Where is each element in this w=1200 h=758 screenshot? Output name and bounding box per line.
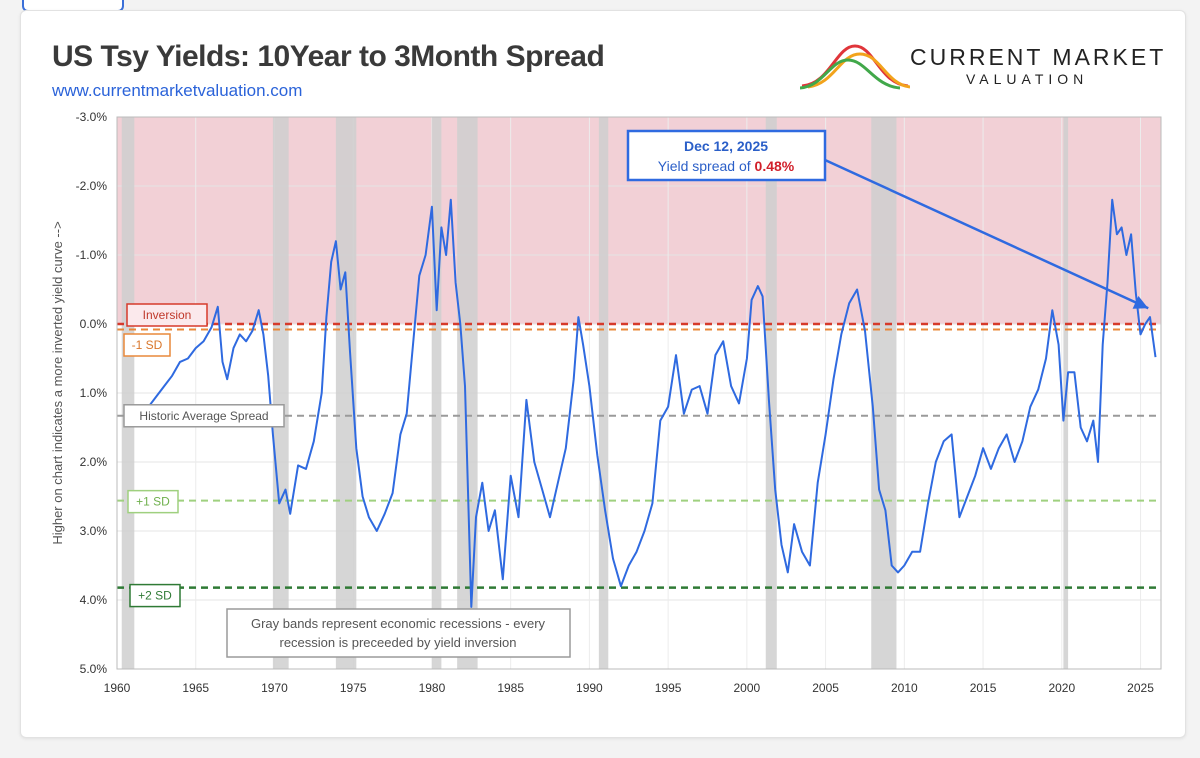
x-tick-label: 1980: [419, 681, 446, 695]
y-tick-label: 2.0%: [80, 455, 108, 469]
annotation-arrowhead: [1132, 296, 1149, 309]
x-tick-label: 2000: [734, 681, 761, 695]
note-box: [226, 608, 571, 658]
historic-average-label: Historic Average Spread: [139, 409, 268, 423]
logo-bell-curves-icon: [799, 44, 911, 90]
plot-frame: [116, 116, 1162, 670]
x-tick-label: 2020: [1048, 681, 1075, 695]
minus-1sd-label: -1 SD: [132, 338, 163, 352]
plus-1sd-label-box: [127, 489, 179, 514]
y-tick-label: -3.0%: [76, 110, 108, 124]
annotation-box: [626, 129, 827, 182]
y-tick-label: -2.0%: [76, 179, 108, 193]
plus-2sd-label: +2 SD: [138, 589, 172, 603]
note-line-1: Gray bands represent economic recessions…: [251, 616, 546, 631]
recession-band: [121, 117, 135, 669]
x-tick-label: 2025: [1127, 681, 1154, 695]
annotation-arrow: [824, 158, 1149, 310]
logo: CURRENT MARKET VALUATION: [799, 38, 1170, 94]
recession-band: [272, 117, 289, 669]
x-tick-label: 1965: [182, 681, 209, 695]
recession-band: [457, 117, 478, 669]
recession-band: [765, 117, 777, 669]
x-tick-label: 1975: [340, 681, 367, 695]
x-tick-label: 2015: [970, 681, 997, 695]
plus-2sd-label-box: [129, 583, 181, 608]
logo-name: CURRENT MARKET: [910, 44, 1167, 70]
y-tick-label: 3.0%: [80, 524, 108, 538]
x-tick-label: 1970: [261, 681, 288, 695]
y-tick-label: -1.0%: [76, 248, 108, 262]
note-line-2: recession is preceeded by yield inversio…: [279, 635, 516, 650]
y-tick-label: 5.0%: [80, 662, 108, 676]
annotation-text: Yield spread of 0.48%: [658, 158, 795, 174]
x-tick-label: 2005: [812, 681, 839, 695]
chart-title: US Tsy Yields: 10Year to 3Month Spread: [52, 40, 605, 73]
annotation-date: Dec 12, 2025: [684, 138, 768, 154]
recession-band: [598, 117, 609, 669]
y-tick-label: 0.0%: [80, 317, 108, 331]
y-tick-label: 4.0%: [80, 593, 108, 607]
y-tick-label: 1.0%: [80, 386, 108, 400]
inversion-label: Inversion: [143, 308, 192, 322]
x-tick-label: 1985: [497, 681, 524, 695]
x-tick-label: 2010: [891, 681, 918, 695]
source-url: www.currentmarketvaluation.com: [52, 81, 303, 100]
inversion-label-box: [126, 303, 208, 327]
x-tick-label: 1960: [104, 681, 131, 695]
x-tick-label: 1995: [655, 681, 682, 695]
x-tick-label: 1990: [576, 681, 603, 695]
recession-band: [335, 117, 357, 669]
spread-series-line: [147, 198, 1157, 608]
historic-average-label-box: [123, 404, 285, 428]
annotation-value: 0.48%: [755, 158, 795, 174]
recession-band: [431, 117, 442, 669]
y-axis-label: Higher on chart indicates a more inverte…: [50, 221, 65, 544]
recession-band: [871, 117, 897, 669]
annotation-label: Yield spread of: [658, 158, 755, 174]
logo-subname: VALUATION: [966, 71, 1089, 87]
plus-1sd-label: +1 SD: [136, 495, 170, 509]
minus-1sd-label-box: [123, 333, 171, 357]
